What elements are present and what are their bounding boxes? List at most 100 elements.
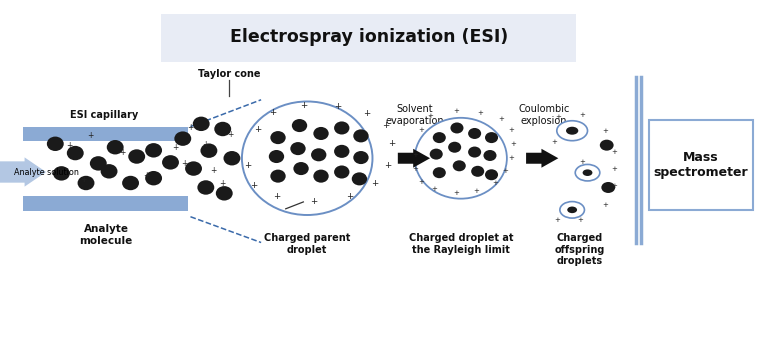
Text: +: +	[579, 159, 585, 165]
Ellipse shape	[145, 143, 162, 158]
Ellipse shape	[269, 150, 284, 163]
Text: +: +	[611, 183, 617, 189]
Text: +: +	[453, 190, 459, 196]
Ellipse shape	[334, 165, 349, 179]
FancyBboxPatch shape	[649, 120, 753, 210]
Ellipse shape	[200, 143, 217, 158]
Text: Charged parent
droplet: Charged parent droplet	[264, 233, 350, 255]
Text: +: +	[579, 112, 585, 118]
FancyBboxPatch shape	[161, 14, 576, 62]
FancyArrow shape	[0, 158, 46, 186]
Text: Solvent
evaporation: Solvent evaporation	[386, 104, 444, 126]
Ellipse shape	[353, 129, 369, 142]
Text: Coulombic
explosion: Coulombic explosion	[518, 104, 569, 126]
Text: +: +	[453, 108, 459, 114]
Text: +: +	[269, 108, 276, 117]
Text: +: +	[88, 131, 94, 140]
Text: +: +	[554, 217, 561, 223]
Ellipse shape	[292, 119, 307, 132]
Ellipse shape	[432, 167, 445, 178]
Text: +: +	[181, 159, 187, 168]
Text: Taylor cone: Taylor cone	[197, 69, 260, 79]
Text: +: +	[388, 139, 396, 148]
Text: +: +	[203, 140, 209, 149]
Ellipse shape	[313, 170, 329, 183]
Ellipse shape	[468, 147, 481, 158]
Ellipse shape	[601, 182, 615, 193]
Text: +: +	[227, 130, 233, 139]
Ellipse shape	[566, 127, 578, 135]
Text: +: +	[334, 102, 342, 111]
Text: +: +	[431, 186, 437, 192]
Ellipse shape	[600, 140, 614, 151]
Text: +: +	[551, 139, 558, 145]
Text: +: +	[143, 171, 149, 180]
Text: Analyte
molecule: Analyte molecule	[79, 224, 133, 246]
Text: +: +	[418, 179, 424, 185]
Text: +: +	[172, 143, 178, 152]
Text: +: +	[412, 152, 418, 159]
Ellipse shape	[101, 164, 118, 179]
Ellipse shape	[334, 121, 349, 135]
Ellipse shape	[290, 142, 306, 155]
Text: Electrospray ionization (ESI): Electrospray ionization (ESI)	[230, 28, 508, 46]
Text: +: +	[492, 180, 498, 186]
Ellipse shape	[311, 148, 326, 161]
Text: +: +	[418, 127, 424, 133]
Text: +: +	[498, 116, 504, 122]
Ellipse shape	[448, 142, 461, 153]
Text: +: +	[80, 175, 86, 184]
Ellipse shape	[78, 176, 94, 190]
Text: +: +	[611, 149, 617, 155]
Ellipse shape	[415, 118, 507, 198]
Ellipse shape	[185, 161, 202, 176]
Text: +: +	[187, 123, 194, 132]
Ellipse shape	[270, 131, 286, 144]
Ellipse shape	[193, 117, 210, 131]
Text: +: +	[220, 179, 226, 187]
Ellipse shape	[485, 169, 498, 180]
Bar	[23, 127, 188, 141]
Ellipse shape	[216, 186, 233, 201]
Ellipse shape	[197, 180, 214, 195]
Ellipse shape	[450, 122, 463, 133]
Ellipse shape	[432, 132, 445, 143]
Ellipse shape	[557, 121, 588, 141]
Ellipse shape	[90, 156, 107, 171]
Text: +: +	[120, 148, 126, 157]
Text: +: +	[473, 188, 479, 194]
Ellipse shape	[352, 172, 367, 185]
Ellipse shape	[214, 122, 231, 136]
Text: Analyte solution: Analyte solution	[14, 168, 78, 177]
Ellipse shape	[223, 151, 240, 165]
Ellipse shape	[242, 101, 372, 215]
FancyArrow shape	[526, 149, 558, 168]
Ellipse shape	[485, 132, 498, 143]
Text: Mass
spectrometer: Mass spectrometer	[653, 151, 748, 179]
Text: +: +	[250, 181, 257, 190]
Ellipse shape	[313, 127, 329, 140]
Text: +: +	[66, 141, 72, 150]
Text: Charged
offspring
droplets: Charged offspring droplets	[554, 233, 605, 267]
FancyArrow shape	[398, 149, 430, 168]
Bar	[23, 196, 188, 211]
Text: +: +	[253, 125, 261, 133]
Text: Charged droplet at
the Rayleigh limit: Charged droplet at the Rayleigh limit	[409, 233, 513, 255]
Text: +: +	[602, 128, 608, 135]
Text: +: +	[611, 165, 617, 172]
Text: +: +	[412, 166, 418, 172]
Ellipse shape	[484, 150, 497, 161]
Ellipse shape	[452, 160, 465, 171]
Text: +: +	[273, 192, 280, 201]
Text: +: +	[346, 192, 353, 201]
Ellipse shape	[67, 146, 84, 160]
Ellipse shape	[122, 176, 139, 190]
Ellipse shape	[162, 155, 179, 170]
Ellipse shape	[174, 131, 191, 146]
Ellipse shape	[583, 169, 592, 176]
Ellipse shape	[560, 202, 584, 218]
Text: +: +	[310, 197, 317, 206]
Text: +: +	[427, 113, 433, 119]
Text: +: +	[210, 166, 217, 175]
Text: +: +	[363, 109, 371, 118]
